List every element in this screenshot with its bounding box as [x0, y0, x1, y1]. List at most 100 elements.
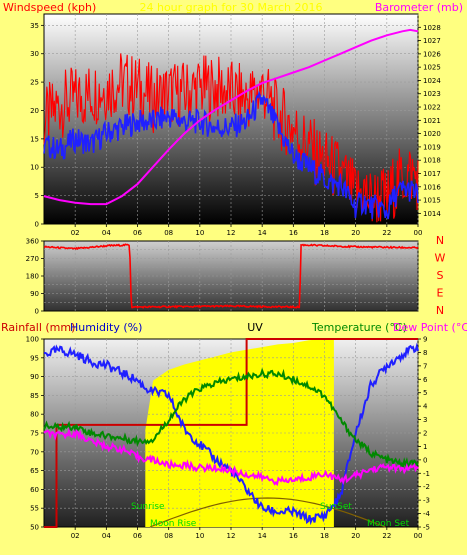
y2-tick-label: 2 [423, 430, 427, 438]
temperature-panel-series [43, 338, 419, 528]
x-tick-label: 06 [133, 229, 142, 237]
y-tick-label: 30 [30, 50, 39, 58]
y2-tick-label: 1028 [423, 24, 441, 32]
direction-axis: 0 90 180 270 360 [26, 238, 44, 316]
y-tick-label: 90 [30, 290, 39, 298]
sunset-annotation: SunSet [320, 502, 352, 512]
y2-tick-label: 1019 [423, 143, 441, 151]
y2-tick-label: -4 [423, 510, 431, 518]
y-tick-label: 0 [35, 308, 39, 316]
direction-series [43, 243, 419, 309]
wind-time-axis: 02 04 06 08 10 12 14 16 18 20 22 00 [71, 224, 422, 237]
y-tick-label: 65 [30, 467, 39, 475]
x-tick-label: 02 [71, 229, 80, 237]
humidity-label: Humidity (%) [70, 321, 142, 334]
x-tick-label: 10 [195, 229, 204, 237]
y-tick-label: 35 [30, 22, 39, 30]
compass-label: N [436, 304, 444, 317]
uv-label: UV [247, 321, 263, 334]
moon-altitude-line [149, 497, 386, 528]
y-tick-label: 50 [30, 524, 39, 532]
moon-curve [149, 497, 386, 528]
y-tick-label: 270 [26, 255, 39, 263]
y-tick-label: 90 [30, 373, 39, 381]
y2-tick-label: 4 [423, 403, 428, 411]
rainfall-label: Rainfall (mm) [1, 321, 75, 334]
rainfall-line [44, 338, 418, 528]
y-tick-label: 180 [26, 273, 39, 281]
y2-tick-label: 3 [423, 416, 427, 424]
x-tick-label: 22 [382, 229, 391, 237]
y2-tick-label: 1024 [423, 77, 441, 85]
temperature-line [43, 367, 419, 470]
x-tick-label: 18 [320, 229, 329, 237]
barometer-axis-label: Barometer (mb) [375, 1, 463, 14]
barometer-line [43, 28, 419, 206]
sunrise-annotation: Sunrise [131, 502, 165, 512]
x-tick-label: 22 [382, 532, 391, 540]
y2-tick-label: 1021 [423, 117, 441, 125]
compass-label: E [437, 287, 444, 300]
y-tick-label: 100 [26, 336, 39, 344]
x-tick-label: 16 [289, 532, 298, 540]
y2-tick-label: -2 [423, 483, 430, 491]
x-tick-label: 04 [102, 229, 111, 237]
x-tick-label: 16 [289, 229, 298, 237]
compass-label: W [435, 252, 446, 265]
compass-label: S [437, 269, 444, 282]
moonrise-annotation: Moon Rise [150, 519, 197, 529]
y2-tick-label: 5 [423, 389, 427, 397]
y2-tick-label: 1025 [423, 64, 441, 72]
x-tick-label: 12 [227, 229, 236, 237]
y2-tick-label: 1014 [423, 210, 441, 218]
humidity-axis: 50 55 60 65 70 75 80 85 90 95 100 [26, 336, 44, 532]
temperature-label: Temperature (°C) [311, 321, 407, 334]
y-tick-label: 0 [35, 221, 39, 229]
y-tick-label: 60 [30, 486, 39, 494]
y2-tick-label: 1017 [423, 170, 441, 178]
x-tick-label: 10 [195, 532, 204, 540]
x-tick-label: 06 [133, 532, 142, 540]
y2-tick-label: 1015 [423, 197, 441, 205]
y-tick-label: 5 [35, 192, 39, 200]
y2-tick-label: 1018 [423, 157, 441, 165]
y-tick-label: 20 [30, 107, 39, 115]
wind-average-line [43, 90, 419, 220]
y-tick-label: 70 [30, 448, 39, 456]
wind-panel-series [43, 28, 419, 223]
wind-gust-line [43, 53, 419, 223]
y-tick-label: 80 [30, 411, 39, 419]
y2-tick-label: 1016 [423, 183, 441, 191]
y2-tick-label: 9 [423, 336, 427, 344]
y-tick-label: 55 [30, 505, 39, 513]
x-tick-label: 14 [258, 532, 267, 540]
y2-tick-label: 1027 [423, 37, 441, 45]
y-tick-label: 75 [30, 430, 39, 438]
x-tick-label: 18 [320, 532, 329, 540]
x-tick-label: 02 [71, 532, 80, 540]
x-tick-label: 14 [258, 229, 267, 237]
x-tick-label: 00 [414, 532, 423, 540]
x-tick-label: 08 [164, 229, 173, 237]
y2-tick-label: 6 [423, 376, 428, 384]
y2-tick-label: 7 [423, 362, 427, 370]
dew-point-label: Dew Point (°C) [393, 321, 467, 334]
wind-direction-line [43, 243, 419, 309]
y-tick-label: 10 [30, 164, 39, 172]
y-tick-label: 95 [30, 354, 39, 362]
dew-point-line [43, 427, 419, 487]
y2-tick-label: -3 [423, 497, 430, 505]
y2-tick-label: 1026 [423, 50, 441, 58]
y2-tick-label: -1 [423, 470, 430, 478]
chart-title: 24 hour graph for 30 March 2016 [139, 1, 322, 14]
temperature-axis: -5 -4 -3 -2 -1 0 1 2 3 4 5 6 7 8 9 [418, 336, 431, 532]
x-tick-label: 04 [102, 532, 111, 540]
y-tick-label: 15 [30, 135, 39, 143]
compass-label: N [436, 234, 444, 247]
x-tick-label: 08 [164, 532, 173, 540]
